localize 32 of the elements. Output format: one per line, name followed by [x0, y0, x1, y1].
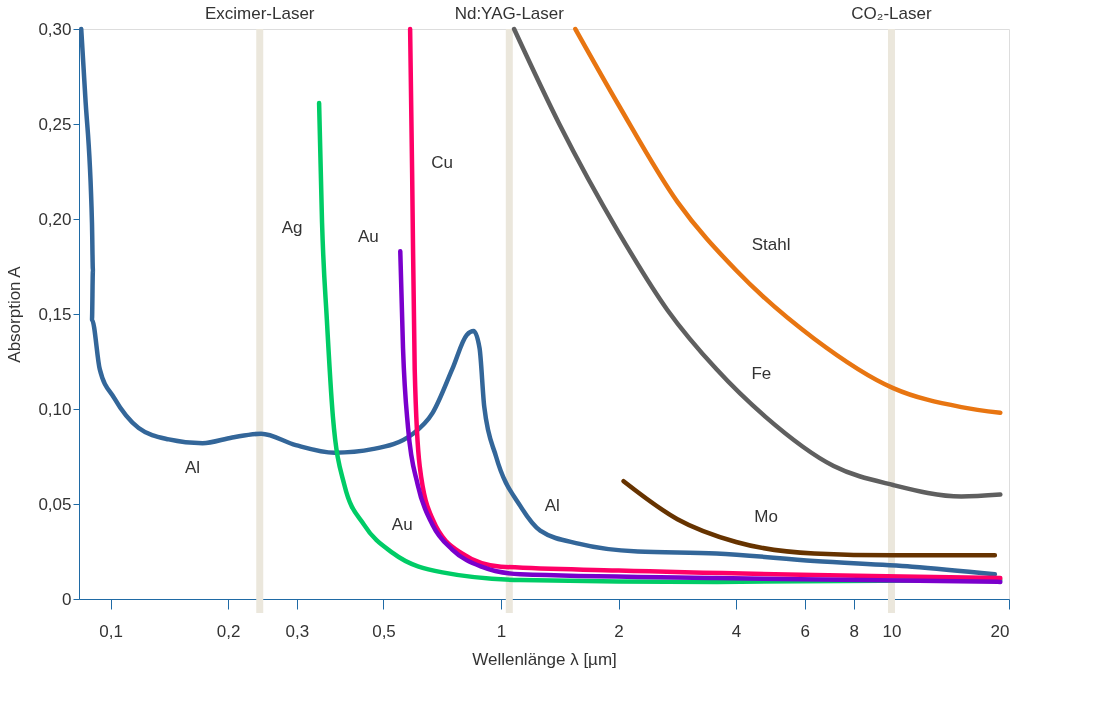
y-tick-label: 0,30 [38, 19, 72, 39]
series-label: Cu [431, 153, 453, 173]
x-tick-label: 2 [614, 621, 624, 641]
x-tick-label: 20 [990, 621, 1010, 641]
y-tick-label: 0 [62, 589, 72, 609]
y-tick-label: 0,25 [38, 114, 72, 134]
x-tick-label: 10 [882, 621, 902, 641]
ref-line-label: Excimer-Laser [204, 4, 315, 23]
text: Au [357, 227, 379, 247]
y-tick-label: 0,10 [38, 399, 72, 419]
series-label: Mo [754, 507, 778, 526]
series-label: Al [544, 495, 560, 515]
series-label: Ag [281, 217, 303, 237]
y-tick-label: 0,15 [38, 304, 72, 324]
x-axis-title: Wellenlänge λ [µm] [472, 649, 617, 669]
series-label: Stahl [751, 235, 791, 255]
y-tick-label: 0,05 [38, 494, 72, 514]
x-tick-label: 8 [849, 621, 859, 641]
x-tick-label: 6 [800, 621, 811, 641]
x-tick-label: 0,1 [99, 621, 123, 641]
series-label: Fe [751, 364, 772, 384]
x-tick-label: 1 [496, 621, 507, 641]
x-tick-label: 0,3 [285, 621, 310, 641]
x-tick-label: 0,5 [372, 621, 396, 641]
y-axis-title: Absorption A [5, 265, 25, 363]
text: Al [184, 458, 201, 478]
series-label: Au [391, 514, 413, 534]
ref-line-label: CO₂-Laser [851, 4, 932, 23]
x-tick-label: 4 [731, 621, 742, 641]
ref-line-label: Nd:YAG-Laser [454, 4, 565, 23]
x-tick-label: 0,2 [216, 621, 241, 641]
y-tick-label: 0,20 [38, 209, 72, 229]
